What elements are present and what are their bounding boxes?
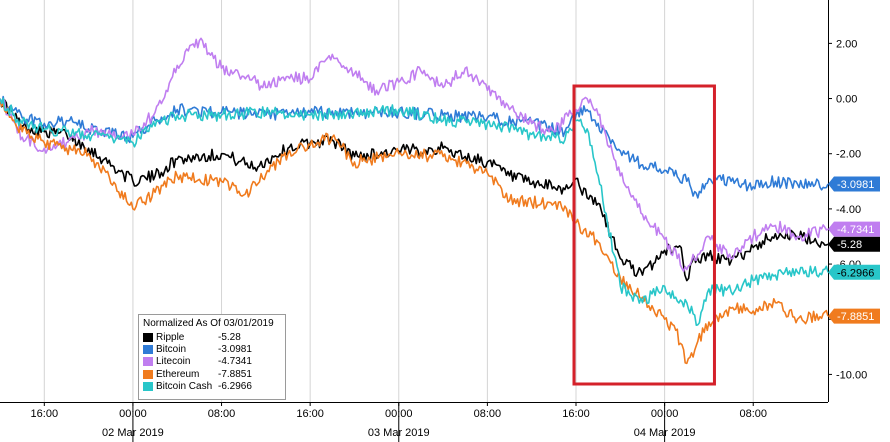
y-tick-label: 0.00 — [836, 94, 857, 106]
x-tick-label: 08:00 — [474, 408, 502, 420]
legend-item-ripple: Ripple -5.28 — [143, 331, 281, 343]
series-line-litecoin — [0, 37, 829, 273]
tag-shape — [828, 176, 880, 192]
tag-value: -4.7341 — [837, 224, 874, 236]
legend-label: Ethereum — [156, 368, 200, 380]
legend-item-bitcoin: Bitcoin -3.0981 — [143, 343, 281, 355]
last-value-tag-litecoin: -4.7341 — [828, 221, 880, 237]
tag-shape — [828, 221, 880, 237]
legend-value: -3.0981 — [218, 344, 252, 356]
last-value-tag-ripple: -5.28 — [828, 236, 880, 252]
highlight-box-layer — [572, 84, 716, 386]
tag-value: -3.0981 — [837, 179, 874, 191]
legend-value: -7.8851 — [218, 368, 252, 380]
x-tick-label: 16:00 — [31, 408, 59, 420]
date-label: 02 Mar 2019 — [102, 427, 164, 439]
y-tick-label: -4.00 — [836, 204, 861, 216]
legend: Normalized As Of 03/01/2019 Ripple -5.28… — [138, 314, 286, 400]
legend-swatch — [143, 357, 153, 367]
last-value-tag-bitcoin-cash: -6.2966 — [828, 264, 880, 280]
legend-value: -6.2966 — [218, 381, 252, 393]
x-tick-label: 08:00 — [208, 408, 236, 420]
legend-title: Normalized As Of 03/01/2019 — [143, 318, 274, 329]
tag-value: -6.2966 — [837, 267, 874, 279]
legend-value: -4.7341 — [218, 356, 252, 368]
series-line-ethereum — [0, 98, 829, 365]
x-tick-label: 08:00 — [739, 408, 767, 420]
date-label: 04 Mar 2019 — [634, 427, 696, 439]
highlight-box — [572, 84, 716, 386]
legend-item-ethereum: Ethereum -7.8851 — [143, 368, 281, 380]
legend-item-litecoin: Litecoin -4.7341 — [143, 356, 281, 368]
y-tick-label: -10.00 — [836, 369, 867, 381]
series-lines — [0, 37, 829, 365]
series-line-ripple — [0, 98, 829, 282]
x-tick-label: 16:00 — [296, 408, 324, 420]
last-value-tag-ethereum: -7.8851 — [828, 308, 880, 324]
axes: 2.000.00-2.00-4.00-6.00-8.00-10.0016:000… — [0, 0, 867, 442]
legend-value: -5.28 — [218, 331, 241, 343]
legend-label: Ripple — [156, 331, 185, 343]
y-tick-label: -2.00 — [836, 149, 861, 161]
legend-swatch — [143, 345, 153, 355]
tag-shape — [828, 264, 880, 280]
legend-label: Litecoin — [156, 356, 191, 368]
legend-label: Bitcoin Cash — [156, 381, 213, 393]
legend-item-bitcoin-cash: Bitcoin Cash -6.2966 — [143, 381, 281, 393]
series-line-bitcoin-cash — [0, 97, 829, 326]
y-tick-label: 2.00 — [836, 38, 857, 50]
last-value-tag-bitcoin: -3.0981 — [828, 176, 880, 192]
legend-swatch — [143, 382, 153, 392]
x-tick-label: 16:00 — [562, 408, 590, 420]
legend-swatch — [143, 369, 153, 379]
last-value-tags: -5.28 -3.0981 -4.7341 -7.8851 -6.2966 — [828, 176, 880, 324]
tag-shape — [828, 236, 880, 252]
date-label: 03 Mar 2019 — [368, 427, 430, 439]
tag-value: -7.8851 — [837, 311, 874, 323]
tag-shape — [828, 308, 880, 324]
legend-swatch — [143, 332, 153, 342]
tag-value: -5.28 — [837, 239, 862, 251]
legend-label: Bitcoin — [156, 344, 187, 356]
